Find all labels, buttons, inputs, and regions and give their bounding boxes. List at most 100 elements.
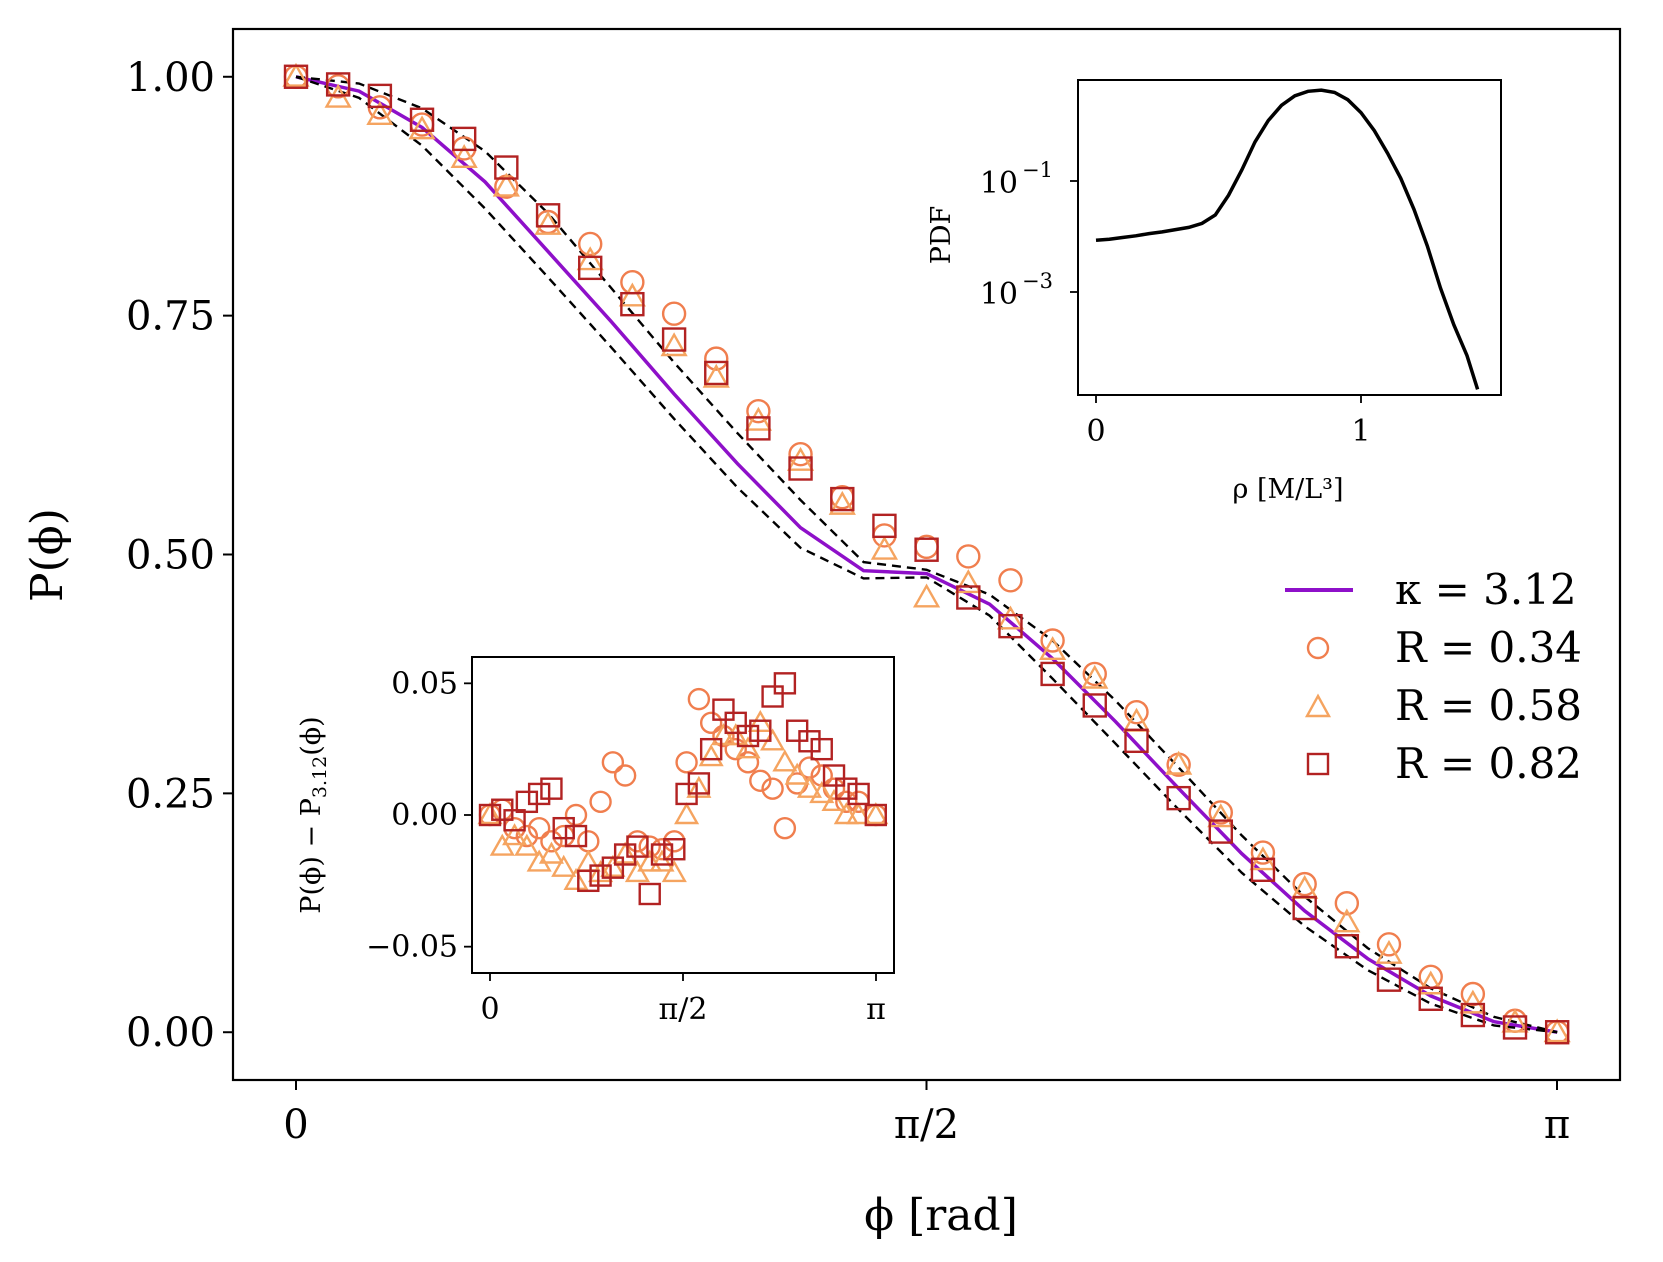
- main-series-5-point: [1418, 986, 1443, 1011]
- main-series-4-point: [996, 605, 1025, 630]
- residual-series-1-point: [637, 849, 663, 872]
- main-plot: 0 π/2 π 0.00 0.25 0.50 0.75 1.00 ϕ [rad] P(ϕ): [22, 27, 1622, 1241]
- pdf-x-tick-label: 1: [1351, 414, 1370, 449]
- residual-series-1-point: [649, 849, 675, 872]
- residual-series-2-point: [577, 869, 600, 893]
- main-series-3-point: [1250, 840, 1276, 865]
- legend: κ = 3.12 R = 0.34 R = 0.58 R = 0.82: [1285, 565, 1582, 788]
- legend-marker-triangle: [1304, 693, 1332, 718]
- residual-y-axis-label: P(ϕ) − P3.12(ϕ): [296, 716, 331, 913]
- pdf-x-tick-label: 0: [1086, 414, 1105, 449]
- residual-series-2-point: [663, 838, 686, 861]
- residual-series-1-point: [723, 723, 749, 746]
- main-series-5-point: [494, 155, 519, 180]
- main-y-tick-label: 0.50: [126, 533, 215, 579]
- pdf-y-tick-2-base: 10: [980, 277, 1018, 312]
- main-series-4-point: [534, 210, 562, 235]
- residual-series-2-point: [822, 764, 846, 787]
- residual-series-1-point: [612, 841, 638, 864]
- main-y-axis-label: P(ϕ): [22, 508, 73, 602]
- main-series-5-point: [1082, 693, 1107, 718]
- main-series-4-point: [744, 406, 773, 431]
- residual-series-0-point: [749, 769, 772, 792]
- residual-series-2-point: [589, 864, 612, 887]
- residual-series-0-point: [724, 737, 747, 761]
- main-series-5-point: [367, 83, 393, 109]
- residual-y-label-main: P(ϕ) − P: [296, 798, 327, 914]
- residual-series-1-point: [863, 802, 889, 825]
- main-series-4-point: [1207, 803, 1235, 828]
- main-series-4-point: [660, 332, 688, 357]
- main-series-3-point: [1208, 800, 1234, 825]
- main-x-axis-label: ϕ [rad]: [864, 1190, 1018, 1241]
- residual-series-1-point: [674, 802, 700, 825]
- main-series-4-point: [870, 535, 899, 560]
- main-series-5-point: [1460, 1002, 1486, 1028]
- main-series-4-point: [828, 490, 856, 515]
- residual-series-0-point: [736, 751, 760, 774]
- main-series-3-point: [872, 523, 897, 548]
- legend-entry-r058: R = 0.58: [1304, 681, 1582, 730]
- legend-entry-kappa: κ = 3.12: [1285, 565, 1577, 614]
- main-series-4-point: [366, 101, 394, 125]
- main-x-tick-label: 0: [283, 1102, 308, 1148]
- residual-y-tick-label: 0.05: [391, 666, 458, 701]
- main-series-1-line: [295, 75, 1558, 1034]
- residual-inset: 0 π/2 π 0.05 0.00 −0.05 P(ϕ) − P3.12(ϕ): [296, 656, 895, 1027]
- main-series-4-point: [1375, 939, 1403, 964]
- main-x-tick-label: π/2: [894, 1102, 959, 1148]
- residual-series-0-point: [761, 777, 784, 800]
- residual-series-2-point: [847, 782, 870, 806]
- residual-series-0-point: [601, 751, 625, 774]
- pdf-inset-background: [1078, 80, 1501, 395]
- main-series-5-point: [1040, 661, 1065, 687]
- main-series-4-point: [702, 363, 730, 388]
- main-series-3-point: [578, 231, 603, 257]
- main-series-3-point: [661, 301, 687, 326]
- residual-x-tick-label: π/2: [659, 992, 708, 1027]
- residual-x-ticks: 0 π/2 π: [480, 973, 886, 1027]
- residual-series-1-point: [538, 841, 564, 864]
- main-series-5-point: [704, 360, 729, 386]
- residual-series-1-point: [735, 736, 761, 759]
- main-series-4-point: [912, 583, 941, 608]
- pdf-y-tick-1-exp: −1: [1022, 158, 1053, 182]
- main-series-5-point: [1544, 1020, 1570, 1045]
- main-series-4-point: [576, 246, 604, 271]
- pdf-x-axis-label: ρ [M/L³]: [1232, 474, 1343, 505]
- residual-series-1-point: [809, 781, 835, 804]
- main-series-3-point: [1040, 628, 1065, 653]
- main-markers: [282, 62, 1571, 1045]
- main-series-5-point: [535, 203, 561, 228]
- main-series-5-point: [998, 613, 1023, 639]
- residual-y-tick-label: −0.05: [366, 930, 458, 965]
- residual-series-2-point: [478, 803, 502, 827]
- main-series-3-point: [1376, 932, 1402, 957]
- residual-series-2-point: [650, 843, 674, 866]
- residual-series-1-point: [477, 802, 503, 825]
- residual-series-1-point: [796, 775, 823, 798]
- residual-series-2-point: [527, 782, 551, 806]
- main-series-5-point: [1124, 728, 1149, 754]
- residual-series-0-point: [589, 790, 612, 814]
- pdf-y-tick-1: 10 −1: [980, 158, 1078, 201]
- residual-series-1-point: [784, 762, 810, 785]
- main-series-4-point: [1501, 1008, 1529, 1033]
- pdf-curve: [1095, 88, 1480, 390]
- residual-series-1-point: [489, 833, 515, 856]
- main-series-3-point: [1082, 661, 1107, 687]
- residual-series-2-point: [699, 737, 723, 761]
- residual-series-2-point: [540, 777, 563, 800]
- main-series-5-point: [1502, 1015, 1528, 1040]
- main-series-5-point: [872, 513, 897, 539]
- residual-series-1-point: [624, 860, 651, 883]
- residual-series-1-point: [551, 854, 577, 877]
- main-series-5-point: [830, 486, 855, 512]
- residual-series-1-point: [821, 788, 847, 812]
- residual-series-1-point: [710, 723, 737, 746]
- main-series-4-point: [618, 282, 646, 307]
- residual-series-1-point: [514, 833, 540, 856]
